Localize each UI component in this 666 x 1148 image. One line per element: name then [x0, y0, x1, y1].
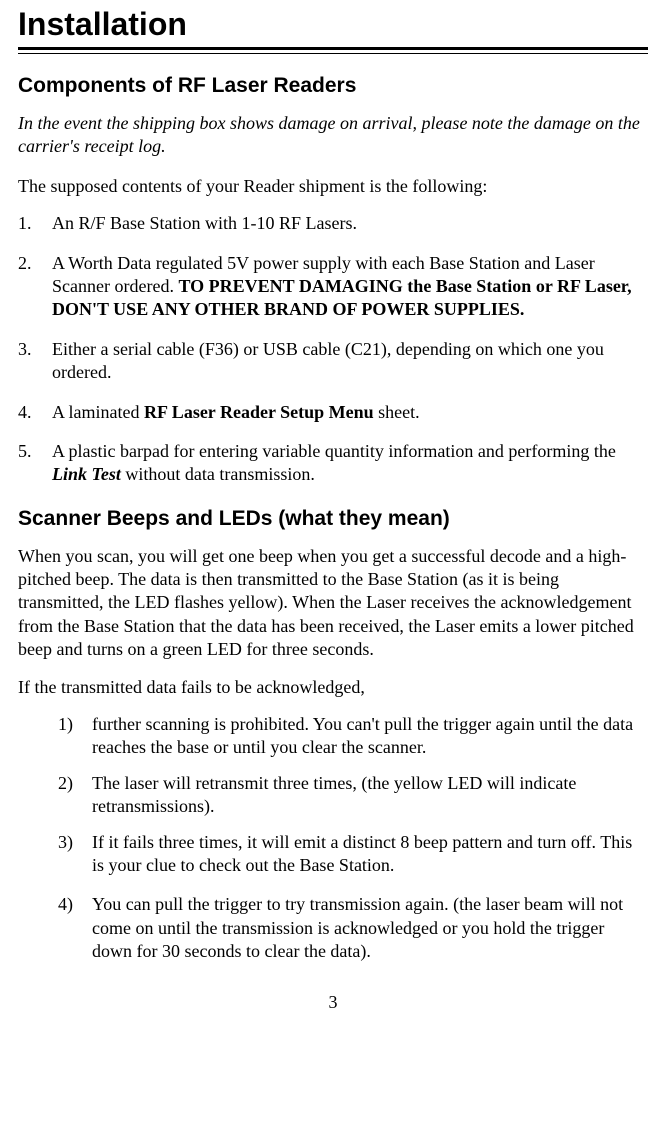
list-item: A plastic barpad for entering variable q…	[18, 440, 648, 487]
title-rule	[18, 47, 648, 54]
beeps-paragraph: When you scan, you will get one beep whe…	[18, 545, 648, 662]
section-heading-beeps: Scanner Beeps and LEDs (what they mean)	[18, 507, 648, 531]
list-item: A Worth Data regulated 5V power supply w…	[18, 252, 648, 322]
list-item-bold-italic: Link Test	[52, 464, 121, 484]
list-item-text: without data transmission.	[121, 464, 315, 484]
list-item: further scanning is prohibited. You can'…	[58, 713, 648, 760]
fail-list: further scanning is prohibited. You can'…	[58, 713, 648, 964]
list-item: Either a serial cable (F36) or USB cable…	[18, 338, 648, 385]
list-item: A laminated RF Laser Reader Setup Menu s…	[18, 401, 648, 424]
section-heading-components: Components of RF Laser Readers	[18, 74, 648, 98]
list-item-text: A plastic barpad for entering variable q…	[52, 441, 616, 461]
page-title: Installation	[18, 6, 648, 43]
list-item: You can pull the trigger to try transmis…	[58, 893, 648, 963]
components-list: An R/F Base Station with 1-10 RF Lasers.…	[18, 212, 648, 487]
list-item: If it fails three times, it will emit a …	[58, 831, 648, 878]
list-item: The laser will retransmit three times, (…	[58, 772, 648, 819]
shipping-note: In the event the shipping box shows dama…	[18, 112, 648, 159]
list-item-bold: RF Laser Reader Setup Menu	[144, 402, 374, 422]
list-item-text: A laminated	[52, 402, 144, 422]
contents-intro: The supposed contents of your Reader shi…	[18, 175, 648, 198]
page-number: 3	[18, 992, 648, 1013]
list-item: An R/F Base Station with 1-10 RF Lasers.	[18, 212, 648, 235]
list-item-text: sheet.	[374, 402, 420, 422]
fail-intro: If the transmitted data fails to be ackn…	[18, 676, 648, 699]
